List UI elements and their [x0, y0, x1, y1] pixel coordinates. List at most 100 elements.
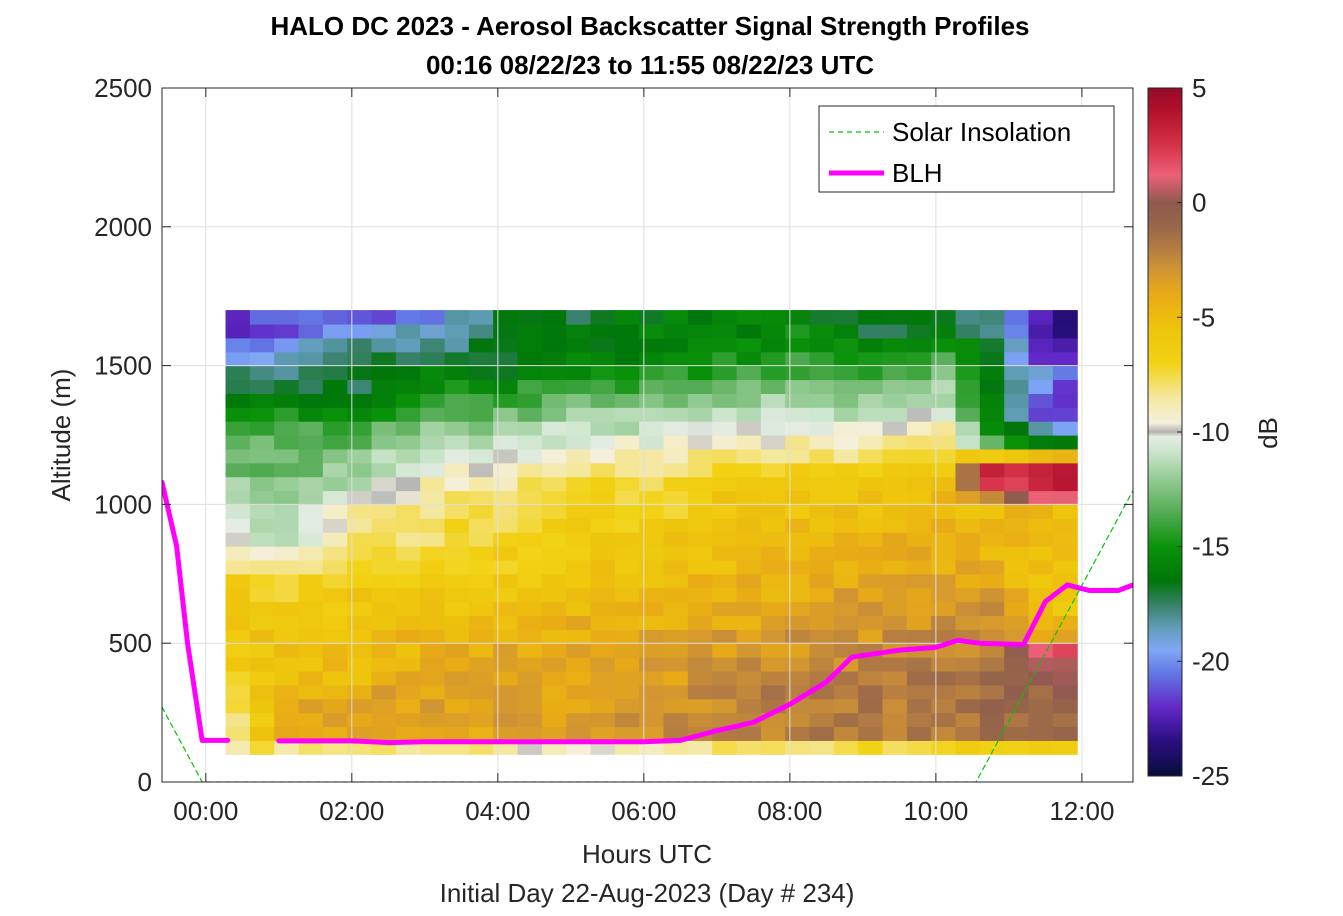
heatmap-cell	[955, 407, 981, 422]
heatmap-cell	[566, 310, 592, 325]
heatmap-cell	[760, 476, 786, 492]
heatmap-cell	[225, 559, 251, 575]
heatmap-cell	[1028, 559, 1054, 575]
heatmap-cell	[809, 657, 835, 672]
heatmap-cell	[979, 657, 1005, 672]
heatmap-cell	[371, 310, 397, 325]
heatmap-cell	[517, 657, 543, 672]
heatmap-cell	[614, 657, 640, 672]
heatmap-cell	[420, 532, 446, 547]
heatmap-cell	[420, 573, 446, 589]
heatmap-cell	[225, 476, 251, 492]
heatmap-cell	[833, 365, 859, 381]
heatmap-cell	[979, 698, 1005, 714]
heatmap-cell	[736, 601, 762, 617]
heatmap-cell	[468, 337, 494, 353]
heatmap-cell	[444, 490, 470, 505]
heatmap-cell	[395, 393, 421, 408]
heatmap-cell	[882, 310, 908, 325]
heatmap-cell	[395, 629, 421, 644]
heatmap-cell	[371, 407, 397, 422]
heatmap-cell	[1052, 379, 1078, 394]
heatmap-cell	[931, 712, 957, 728]
heatmap-cell	[493, 323, 519, 339]
heatmap-cell	[687, 629, 713, 644]
heatmap-cell	[906, 573, 932, 589]
heatmap-cell	[444, 351, 470, 367]
heatmap-cell	[371, 670, 397, 686]
heatmap-cell	[906, 698, 932, 714]
heatmap-cell	[590, 490, 616, 505]
heatmap-cell	[955, 670, 981, 686]
heatmap-cell	[785, 379, 811, 394]
heatmap-cell	[347, 615, 373, 630]
heatmap-cell	[395, 351, 421, 367]
heatmap-cell	[687, 670, 713, 686]
heatmap-cell	[395, 476, 421, 492]
heatmap-cell	[225, 421, 251, 436]
heatmap-cell	[225, 615, 251, 630]
heatmap-cell	[249, 476, 275, 492]
heatmap-cell	[541, 490, 567, 505]
heatmap-cell	[225, 587, 251, 603]
heatmap-cell	[420, 643, 446, 658]
heatmap-cell	[979, 532, 1005, 547]
heatmap-cell	[687, 573, 713, 589]
heatmap-cell	[955, 573, 981, 589]
heatmap-cell	[809, 323, 835, 339]
heatmap-cell	[249, 587, 275, 603]
heatmap-cell	[809, 337, 835, 353]
heatmap-cell	[249, 657, 275, 672]
heatmap-cell	[517, 504, 543, 519]
heatmap-cell	[760, 615, 786, 630]
heatmap-cell	[979, 726, 1005, 741]
heatmap-cell	[858, 351, 884, 367]
heatmap-cell	[785, 365, 811, 381]
heatmap-cell	[639, 448, 665, 464]
heatmap-cell	[493, 448, 519, 464]
heatmap-cell	[249, 393, 275, 408]
heatmap-cell	[858, 532, 884, 547]
heatmap-cell	[663, 559, 689, 575]
heatmap-cell	[614, 476, 640, 492]
heatmap-cell	[517, 684, 543, 700]
heatmap-cell	[906, 726, 932, 741]
heatmap-cell	[444, 393, 470, 408]
heatmap-cell	[1028, 323, 1054, 339]
heatmap-cell	[493, 490, 519, 505]
heatmap-cell	[420, 698, 446, 714]
heatmap-cell	[541, 518, 567, 533]
heatmap-cell	[395, 490, 421, 505]
heatmap-cell	[712, 393, 738, 408]
heatmap-cell	[1052, 559, 1078, 575]
heatmap-cell	[468, 435, 494, 450]
heatmap-cell	[493, 407, 519, 422]
colorbar-tick-label: -15	[1192, 532, 1230, 562]
heatmap-cell	[298, 601, 324, 617]
heatmap-cell	[225, 462, 251, 478]
heatmap-cell	[760, 310, 786, 325]
heatmap-cell	[906, 601, 932, 617]
heatmap-cell	[979, 490, 1005, 505]
heatmap-cell	[395, 365, 421, 381]
heatmap-cell	[371, 365, 397, 381]
colorbar-tick-label: -5	[1192, 302, 1215, 332]
heatmap-cell	[1004, 559, 1030, 575]
heatmap-cell	[274, 407, 300, 422]
heatmap-cell	[1028, 532, 1054, 547]
heatmap-cell	[979, 546, 1005, 561]
heatmap-cell	[249, 670, 275, 686]
heatmap-cell	[712, 643, 738, 658]
heatmap-cell	[906, 615, 932, 630]
y-tick-label: 2500	[94, 73, 152, 103]
colorbar	[1147, 87, 1183, 777]
heatmap-cell	[493, 476, 519, 492]
heatmap-cell	[566, 698, 592, 714]
heatmap-cell	[882, 559, 908, 575]
heatmap-cell	[760, 518, 786, 533]
heatmap-cell	[590, 323, 616, 339]
heatmap-cell	[1052, 532, 1078, 547]
heatmap-cell	[687, 310, 713, 325]
heatmap-cell	[1004, 657, 1030, 672]
heatmap-cell	[614, 518, 640, 533]
